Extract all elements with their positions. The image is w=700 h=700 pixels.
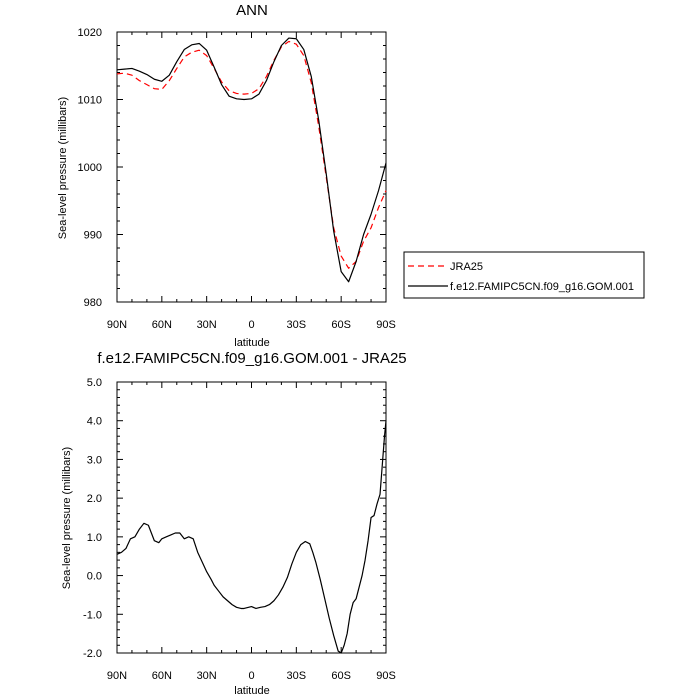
bottom-x-tick-label: 90S [376,670,396,682]
top-series-line-1 [116,37,387,283]
legend-box [403,251,645,299]
legend: JRA25 f.e12.FAMIPC5CN.f09_g16.GOM.001 [403,251,645,299]
top-x-tick-label: 30N [197,319,217,331]
bottom-y-tick-label: 5.0 [87,377,102,389]
top-y-axis-label: Sea-level pressure (millibars) [57,97,69,239]
top-x-tick-label: 30S [287,319,307,331]
legend-label-jra25: JRA25 [450,261,483,273]
bottom-panel: f.e12.FAMIPC5CN.f09_g16.GOM.001 - JRA25 … [61,350,407,697]
top-y-tick-label: 1000 [78,162,102,174]
top-chart-title: ANN [236,2,268,19]
top-y-tick-label: 1010 [78,95,102,107]
top-series-line-0 [116,40,387,269]
top-x-tick-label: 0 [248,319,254,331]
bottom-series-line-0 [116,420,387,654]
bottom-x-tick-label: 30S [287,670,307,682]
top-panel: ANN 90N 60N 30N 0 30S 60S 90S 980 990 1000 1010 102… [57,2,396,349]
top-x-tick-label: 60S [331,319,351,331]
top-x-axis-label: latitude [234,337,269,349]
bottom-y-tick-label: 3.0 [87,454,102,466]
bottom-y-tick-label: 4.0 [87,416,102,428]
bottom-y-tick-label: 0.0 [87,571,102,583]
bottom-y-tick-label: -1.0 [83,609,102,621]
top-plot-frame [116,31,387,303]
top-y-tick-label: 1020 [78,27,102,39]
legend-label-model: f.e12.FAMIPC5CN.f09_g16.GOM.001 [450,281,634,293]
top-x-tick-label: 90S [376,319,396,331]
bottom-plot-frame [116,381,387,654]
bottom-y-axis-label: Sea-level pressure (millibars) [61,447,73,589]
bottom-x-tick-label: 0 [248,670,254,682]
bottom-x-tick-label: 60S [331,670,351,682]
top-x-tick-label: 90N [107,319,127,331]
top-y-tick-label: 980 [84,297,102,309]
top-x-tick-label: 60N [152,319,172,331]
bottom-x-tick-label: 90N [107,670,127,682]
bottom-x-axis-label: latitude [234,685,269,697]
bottom-y-tick-label: -2.0 [83,648,102,660]
bottom-x-tick-label: 60N [152,670,172,682]
bottom-chart-title: f.e12.FAMIPC5CN.f09_g16.GOM.001 - JRA25 [97,350,406,367]
bottom-y-tick-label: 1.0 [87,532,102,544]
top-y-tick-label: 990 [84,230,102,242]
bottom-y-tick-label: 2.0 [87,493,102,505]
bottom-x-tick-label: 30N [197,670,217,682]
bottom-plot-area: 90N 60N 30N 0 30S 60S 90S -2.0 -1.0 0.0 1.0 2.0 3.0 4… [83,377,396,682]
top-plot-area: 90N 60N 30N 0 30S 60S 90S 980 990 1000 1010 1020 [78,27,396,331]
